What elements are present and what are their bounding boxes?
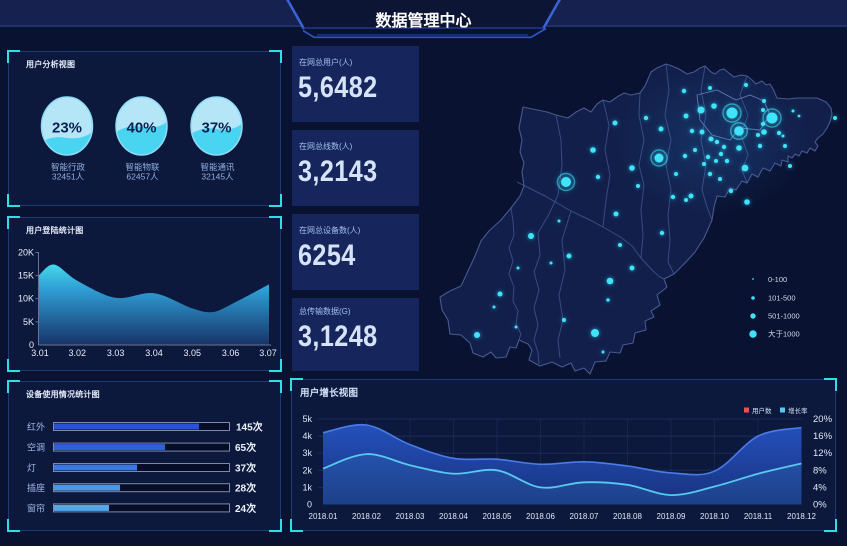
svg-text:增长率: 增长率: [788, 406, 808, 415]
svg-text:4%: 4%: [813, 482, 827, 493]
svg-text:3.07: 3.07: [259, 348, 277, 358]
svg-text:2018.11: 2018.11: [744, 512, 773, 521]
svg-text:红外: 红外: [27, 421, 45, 432]
svg-text:2018.05: 2018.05: [483, 512, 512, 521]
svg-text:15K: 15K: [18, 271, 34, 281]
svg-text:3.04: 3.04: [145, 348, 163, 358]
svg-text:用户数: 用户数: [752, 406, 772, 415]
svg-text:101-500: 101-500: [768, 294, 796, 303]
svg-text:智能行政: 智能行政: [51, 162, 86, 172]
svg-text:3.06: 3.06: [222, 348, 240, 358]
svg-text:20K: 20K: [18, 248, 34, 258]
svg-text:23%: 23%: [52, 120, 82, 137]
svg-text:插座: 插座: [27, 482, 45, 493]
svg-text:0-100: 0-100: [768, 275, 787, 284]
svg-text:5k: 5k: [302, 414, 312, 424]
svg-text:501-1000: 501-1000: [768, 312, 800, 321]
svg-text:2k: 2k: [302, 465, 312, 475]
svg-text:8%: 8%: [813, 465, 827, 476]
svg-text:1k: 1k: [302, 482, 312, 492]
svg-text:智能物联: 智能物联: [125, 162, 160, 172]
svg-text:灯: 灯: [27, 463, 36, 473]
svg-text:3.01: 3.01: [31, 348, 49, 358]
svg-text:2018.10: 2018.10: [700, 512, 729, 521]
svg-text:3k: 3k: [302, 448, 312, 458]
svg-text:20%: 20%: [813, 414, 833, 425]
svg-text:65次: 65次: [235, 441, 256, 454]
svg-text:智能通讯: 智能通讯: [200, 162, 235, 172]
svg-text:12%: 12%: [813, 448, 833, 459]
svg-text:2018.06: 2018.06: [526, 512, 555, 521]
svg-text:16%: 16%: [813, 431, 833, 442]
svg-text:2018.12: 2018.12: [787, 512, 816, 521]
svg-text:3.05: 3.05: [184, 348, 202, 358]
svg-text:2018.09: 2018.09: [657, 512, 686, 521]
svg-text:28次: 28次: [235, 482, 256, 495]
svg-text:37次: 37次: [235, 462, 256, 475]
svg-text:大于1000: 大于1000: [768, 329, 800, 339]
svg-text:37%: 37%: [202, 120, 232, 137]
svg-text:32145人: 32145人: [201, 172, 234, 182]
svg-text:0: 0: [307, 500, 312, 510]
svg-text:5K: 5K: [23, 317, 34, 327]
svg-text:3.02: 3.02: [69, 348, 87, 358]
svg-text:2018.07: 2018.07: [570, 512, 599, 521]
svg-text:2018.03: 2018.03: [396, 512, 425, 521]
svg-text:10K: 10K: [18, 294, 34, 304]
svg-text:4k: 4k: [302, 431, 312, 441]
svg-text:24次: 24次: [235, 502, 256, 515]
svg-text:空调: 空调: [27, 442, 45, 453]
svg-text:0: 0: [29, 340, 34, 350]
svg-text:2018.04: 2018.04: [439, 512, 468, 521]
svg-text:145次: 145次: [236, 421, 263, 434]
svg-text:窗帘: 窗帘: [27, 502, 45, 513]
svg-text:62457人: 62457人: [126, 172, 159, 182]
svg-text:2018.02: 2018.02: [352, 512, 381, 521]
svg-text:2018.08: 2018.08: [613, 512, 642, 521]
svg-text:0%: 0%: [813, 500, 827, 511]
svg-text:2018.01: 2018.01: [309, 512, 338, 521]
svg-text:40%: 40%: [127, 120, 157, 137]
svg-text:3.03: 3.03: [107, 348, 125, 358]
svg-text:32451人: 32451人: [52, 172, 85, 182]
